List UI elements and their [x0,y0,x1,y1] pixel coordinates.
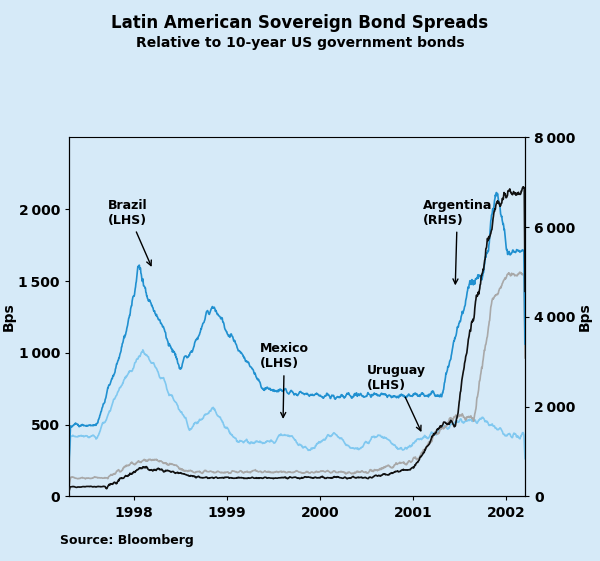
Text: Argentina
(RHS): Argentina (RHS) [422,199,492,284]
Text: Relative to 10-year US government bonds: Relative to 10-year US government bonds [136,36,464,50]
Text: Latin American Sovereign Bond Spreads: Latin American Sovereign Bond Spreads [112,14,488,32]
Y-axis label: Bps: Bps [578,302,592,332]
Text: Source: Bloomberg: Source: Bloomberg [60,534,194,547]
Y-axis label: Bps: Bps [2,302,16,332]
Text: Mexico
(LHS): Mexico (LHS) [260,342,309,417]
Text: Uruguay
(LHS): Uruguay (LHS) [367,364,426,431]
Text: Brazil
(LHS): Brazil (LHS) [108,199,151,265]
